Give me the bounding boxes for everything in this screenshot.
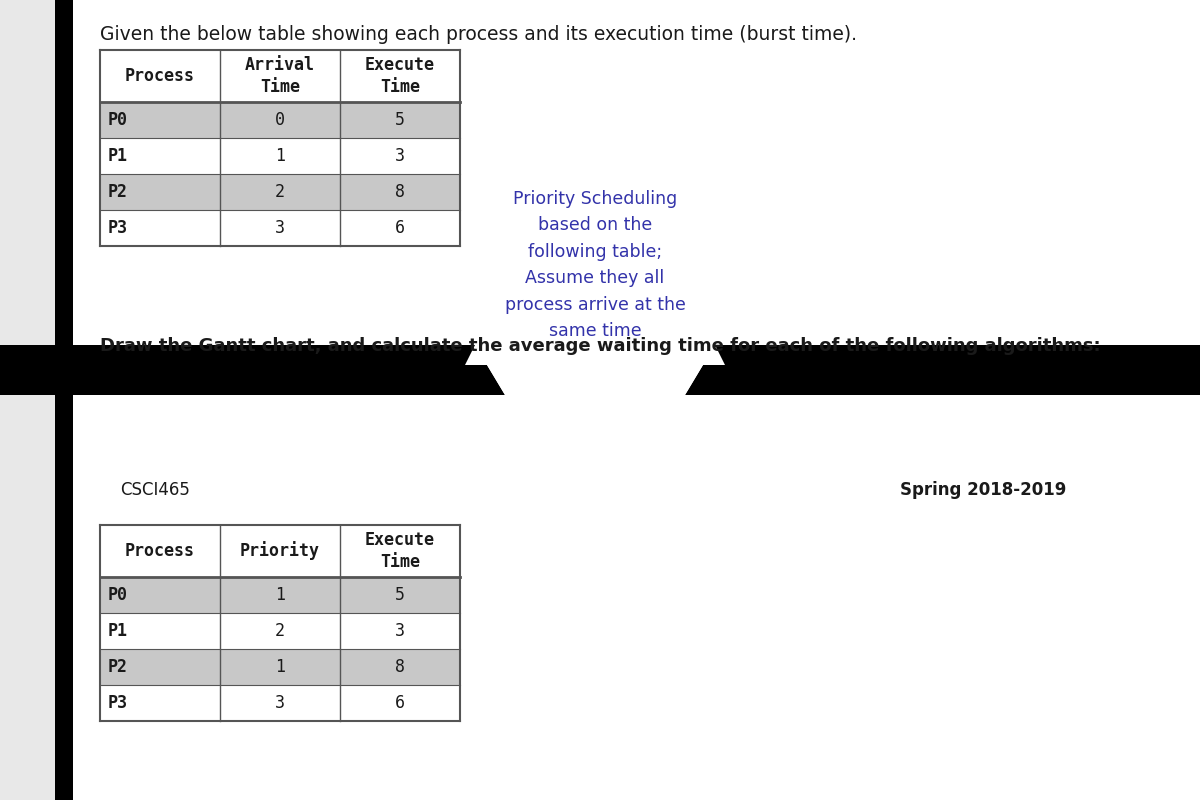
Bar [55,0,73,370]
Text: P3: P3 [108,219,128,237]
Text: 1: 1 [275,586,286,604]
Text: P3: P3 [108,694,128,712]
Bar [55,395,1200,800]
Bar [0,345,1200,395]
Text: P0: P0 [108,111,128,129]
Polygon shape [466,345,725,365]
Bar [100,50,460,102]
Text: P2: P2 [108,658,128,676]
Text: 6: 6 [395,694,406,712]
Bar [100,525,460,577]
Bar [100,174,460,210]
Text: 3: 3 [275,219,286,237]
Bar [100,685,460,721]
Text: 5: 5 [395,111,406,129]
Text: 8: 8 [395,658,406,676]
Text: 0: 0 [275,111,286,129]
Text: Arrival
Time: Arrival Time [245,56,314,96]
Bar [100,138,460,174]
Text: P1: P1 [108,147,128,165]
Text: 3: 3 [275,694,286,712]
Text: CSCI465: CSCI465 [120,481,190,499]
Bar [55,0,1200,370]
Text: Spring 2018-2019: Spring 2018-2019 [900,481,1067,499]
Text: 1: 1 [275,658,286,676]
Text: 2: 2 [275,622,286,640]
Text: 3: 3 [395,147,406,165]
Bar [100,613,460,649]
Bar [55,395,73,800]
Text: 1: 1 [275,147,286,165]
Text: Priority Scheduling
based on the
following table;
Assume they all
process arrive: Priority Scheduling based on the followi… [504,190,685,340]
Text: Process: Process [125,542,194,560]
Text: 8: 8 [395,183,406,201]
Bar [100,649,460,685]
Bar [55,395,73,800]
Text: 2: 2 [275,183,286,201]
Text: 6: 6 [395,219,406,237]
Text: 3: 3 [395,622,406,640]
Text: Process: Process [125,67,194,85]
Text: 5: 5 [395,586,406,604]
Polygon shape [475,345,715,395]
Text: Priority: Priority [240,542,320,561]
Text: Execute
Time: Execute Time [365,531,436,571]
Text: Given the below table showing each process and its execution time (burst time).: Given the below table showing each proce… [100,25,857,44]
Text: P0: P0 [108,586,128,604]
Bar [100,210,460,246]
Text: Draw the Gantt chart, and calculate the average waiting time for each of the fol: Draw the Gantt chart, and calculate the … [100,337,1100,355]
Bar [100,102,460,138]
Bar [55,0,73,370]
Text: Execute
Time: Execute Time [365,56,436,96]
Text: P2: P2 [108,183,128,201]
Polygon shape [475,345,715,395]
Text: P1: P1 [108,622,128,640]
Bar [100,577,460,613]
